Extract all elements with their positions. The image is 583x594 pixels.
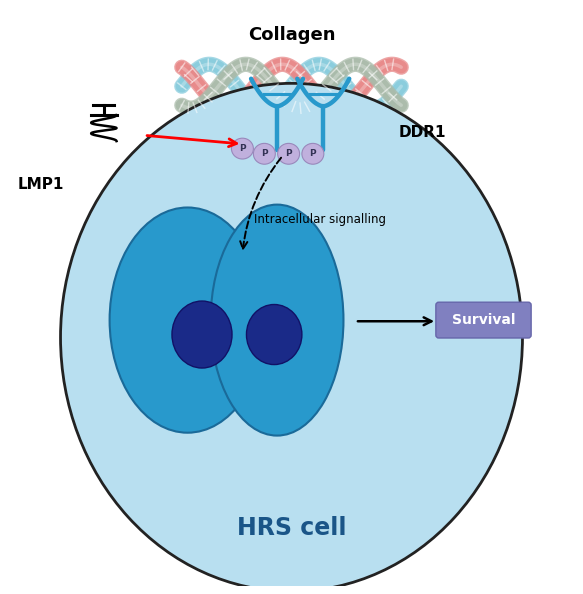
Text: Intracellular signalling: Intracellular signalling [254, 213, 386, 226]
Ellipse shape [302, 143, 324, 164]
Ellipse shape [254, 143, 275, 164]
Ellipse shape [247, 305, 302, 365]
Ellipse shape [231, 138, 254, 159]
Ellipse shape [210, 204, 343, 435]
Text: DDR1: DDR1 [398, 125, 446, 140]
Text: P: P [310, 149, 316, 158]
Text: P: P [261, 149, 268, 158]
FancyBboxPatch shape [436, 302, 531, 338]
Text: P: P [239, 144, 245, 153]
Text: Collagen: Collagen [248, 26, 335, 43]
Ellipse shape [278, 143, 300, 164]
Text: LMP1: LMP1 [17, 177, 64, 192]
Ellipse shape [61, 83, 522, 592]
Ellipse shape [172, 301, 232, 368]
Text: HRS cell: HRS cell [237, 516, 346, 540]
Text: Survival: Survival [452, 313, 515, 327]
Ellipse shape [110, 207, 265, 432]
Text: P: P [285, 149, 292, 158]
